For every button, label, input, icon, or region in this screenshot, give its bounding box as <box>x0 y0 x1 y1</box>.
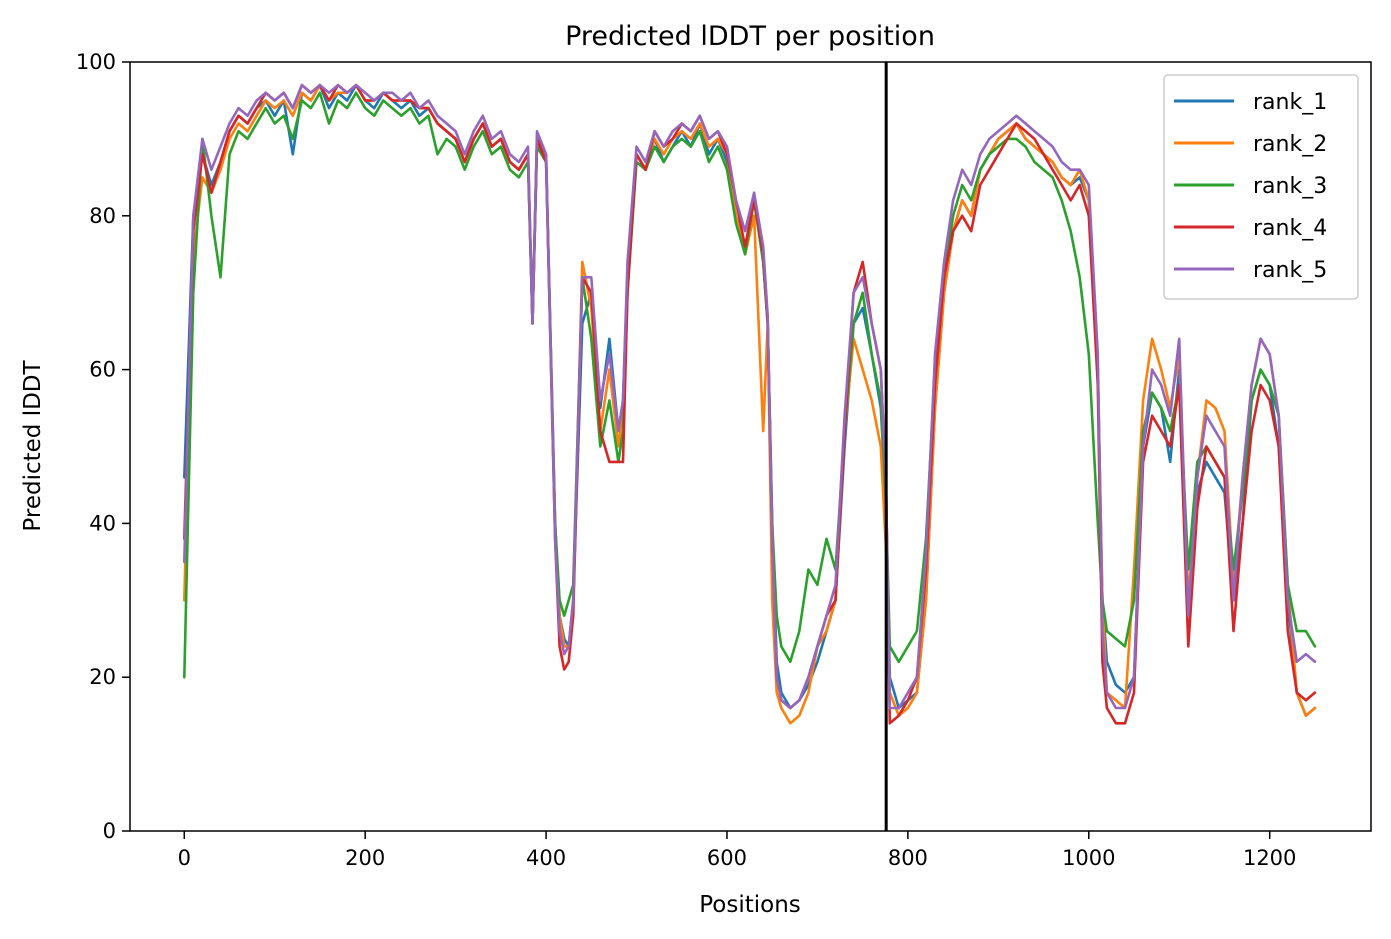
y-axis-label: Predicted lDDT <box>20 359 46 531</box>
x-tick-label: 600 <box>707 846 747 870</box>
x-tick-label: 0 <box>178 846 191 870</box>
legend: rank_1 rank_2 rank_3 rank_4 rank_5 <box>1163 74 1359 300</box>
series-line-rank-1 <box>183 83 1317 717</box>
series-line-rank-2 <box>183 83 1317 725</box>
legend-frame <box>1163 74 1359 300</box>
legend-label-rank-2: rank_2 <box>1253 132 1327 157</box>
legend-label-rank-1: rank_1 <box>1253 90 1327 115</box>
legend-label-rank-3: rank_3 <box>1253 174 1327 199</box>
x-tick-label: 200 <box>345 846 385 870</box>
plot-frame <box>129 61 1372 832</box>
y-axis-ticks: 0 20 40 60 80 100 <box>76 50 130 843</box>
chart-title: Predicted lDDT per position <box>565 21 935 52</box>
y-tick-label: 20 <box>89 665 116 689</box>
legend-label-rank-4: rank_4 <box>1253 216 1327 241</box>
x-tick-label: 800 <box>888 846 928 870</box>
x-tick-label: 400 <box>526 846 566 870</box>
series-line-rank-5 <box>183 83 1317 710</box>
series-line-rank-4 <box>183 83 1317 725</box>
x-tick-label: 1200 <box>1243 846 1296 870</box>
y-tick-label: 0 <box>103 819 116 843</box>
legend-label-rank-5: rank_5 <box>1253 258 1327 283</box>
x-axis-ticks: 0 200 400 600 800 1000 1200 <box>178 831 1296 870</box>
y-tick-label: 60 <box>89 358 116 382</box>
y-tick-label: 100 <box>76 50 116 74</box>
x-tick-label: 1000 <box>1062 846 1115 870</box>
y-tick-label: 40 <box>89 511 116 535</box>
y-tick-label: 80 <box>89 204 116 228</box>
series-lines <box>183 83 1317 725</box>
x-axis-label: Positions <box>699 892 801 918</box>
